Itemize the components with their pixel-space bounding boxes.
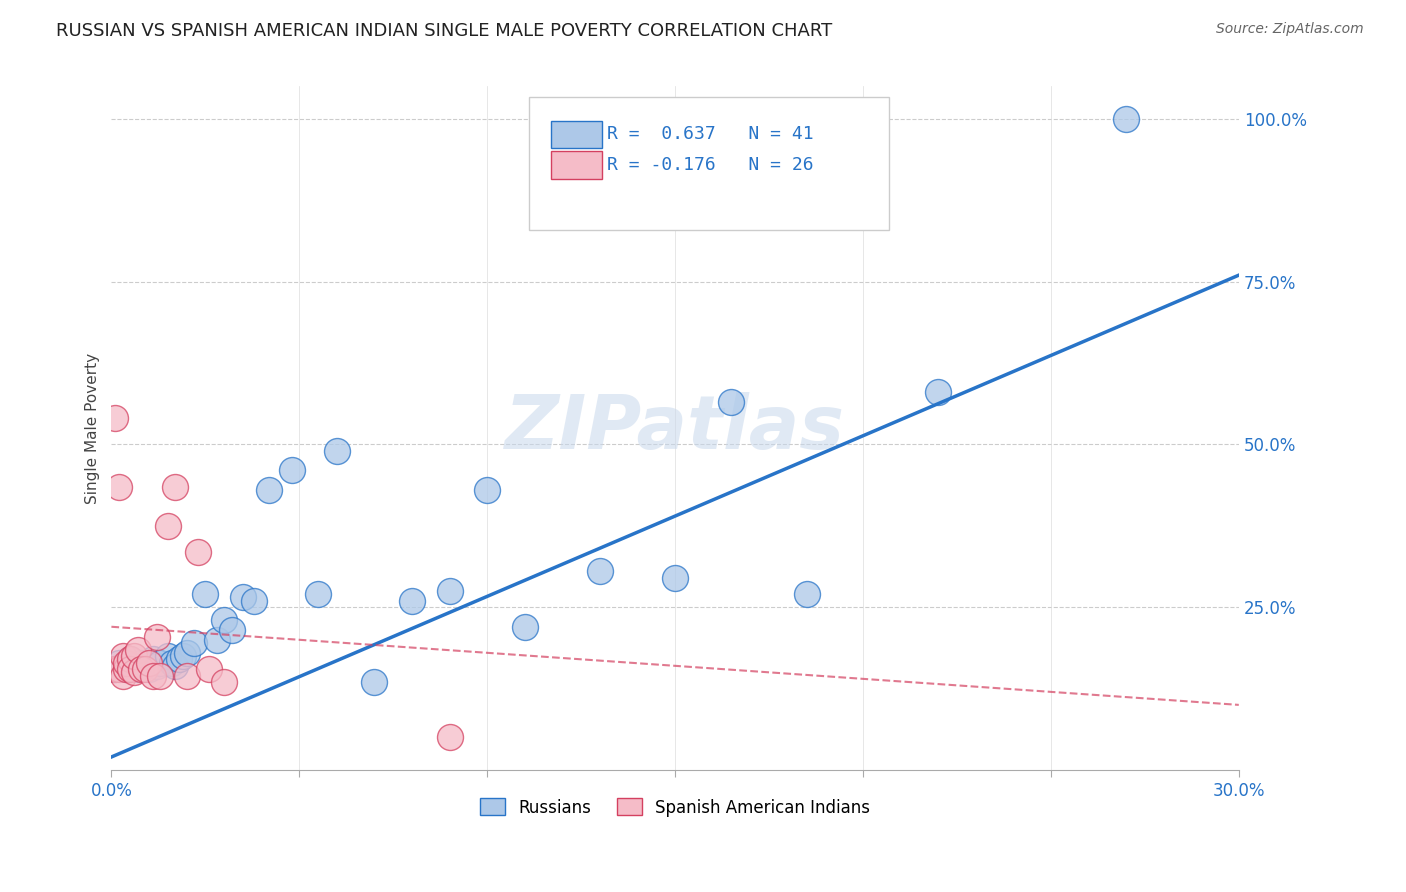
Point (232, 591, 254, 605)
Point (104, 411, 127, 425)
Text: R =  0.637   N = 41: R = 0.637 N = 41 (607, 125, 814, 144)
Point (142, 668, 165, 682)
Point (165, 658, 187, 673)
Point (167, 652, 190, 666)
Text: R = -0.176   N = 26: R = -0.176 N = 26 (607, 156, 814, 174)
Point (134, 658, 156, 673)
Point (122, 658, 145, 673)
Point (120, 652, 142, 666)
Point (326, 444, 349, 458)
Y-axis label: Single Male Poverty: Single Male Poverty (86, 352, 100, 504)
Point (212, 675, 235, 690)
Point (194, 587, 217, 601)
Point (122, 648, 145, 663)
Point (205, 632, 228, 647)
Point (120, 652, 142, 666)
Point (513, 620, 536, 634)
Point (307, 587, 329, 601)
Point (176, 668, 198, 682)
Point (145, 658, 167, 673)
Point (138, 656, 160, 670)
Point (149, 656, 172, 670)
Point (134, 662, 156, 676)
Point (115, 662, 138, 676)
Point (156, 648, 179, 663)
Point (1115, 112, 1137, 126)
Point (439, 731, 461, 745)
Point (108, 656, 131, 670)
Point (796, 587, 818, 601)
Text: RUSSIAN VS SPANISH AMERICAN INDIAN SINGLE MALE POVERTY CORRELATION CHART: RUSSIAN VS SPANISH AMERICAN INDIAN SINGL… (56, 22, 832, 40)
Point (156, 519, 179, 533)
FancyBboxPatch shape (529, 96, 889, 230)
Point (212, 613, 235, 627)
Point (720, 395, 742, 409)
Point (115, 656, 138, 670)
Point (142, 652, 165, 666)
Point (138, 662, 160, 676)
Point (187, 545, 209, 559)
Point (664, 571, 686, 585)
Text: Source: ZipAtlas.com: Source: ZipAtlas.com (1216, 22, 1364, 37)
Point (108, 662, 131, 676)
FancyBboxPatch shape (551, 152, 602, 178)
Point (176, 646, 198, 660)
Point (104, 662, 127, 676)
Point (165, 480, 187, 494)
Point (111, 658, 134, 673)
Point (257, 483, 280, 497)
Point (149, 668, 172, 682)
Point (131, 662, 153, 676)
Point (927, 385, 949, 400)
Point (183, 636, 205, 650)
Text: ZIPatlas: ZIPatlas (505, 392, 845, 465)
Point (111, 668, 134, 682)
Point (131, 656, 153, 670)
Point (115, 662, 138, 676)
Point (281, 463, 304, 477)
Point (589, 565, 612, 579)
Point (439, 583, 461, 598)
Point (104, 662, 127, 676)
Legend: Russians, Spanish American Indians: Russians, Spanish American Indians (474, 792, 876, 823)
Point (160, 656, 183, 670)
Point (127, 662, 149, 676)
Point (243, 593, 266, 607)
Point (127, 642, 149, 657)
Point (120, 662, 142, 676)
Point (145, 630, 167, 644)
FancyBboxPatch shape (551, 120, 602, 148)
Point (477, 483, 499, 497)
Point (108, 480, 131, 494)
Point (172, 648, 194, 663)
Point (122, 665, 145, 680)
Point (111, 648, 134, 663)
Point (221, 623, 243, 637)
Point (363, 675, 385, 690)
Point (401, 593, 423, 607)
Point (198, 662, 221, 676)
